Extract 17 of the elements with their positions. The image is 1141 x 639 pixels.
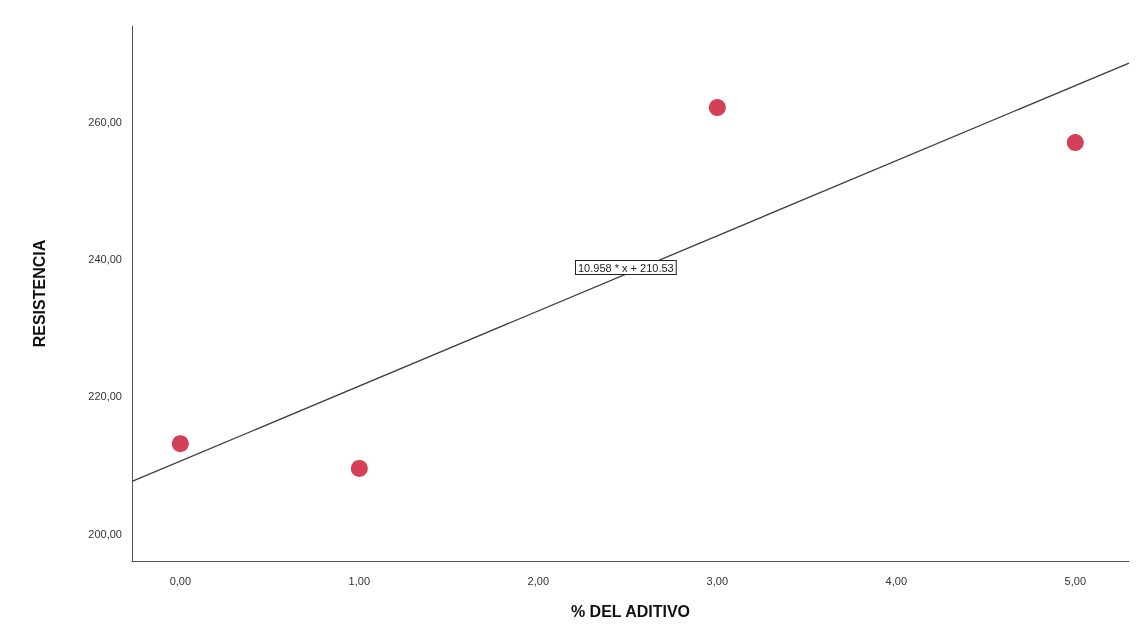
x-tick-label: 1,00 bbox=[348, 574, 371, 587]
y-tick-label: 220,00 bbox=[88, 390, 122, 403]
x-tick-label: 2,00 bbox=[527, 574, 550, 587]
point bbox=[708, 99, 726, 117]
y-tick-label: 240,00 bbox=[88, 253, 122, 266]
annotation: 10.958 * x + 210.53 bbox=[578, 261, 674, 274]
x-tick-label: 4,00 bbox=[885, 574, 908, 587]
point bbox=[171, 435, 189, 453]
point bbox=[1066, 134, 1084, 152]
x-tick-label: 5,00 bbox=[1064, 574, 1087, 587]
y-tick-label: 260,00 bbox=[88, 116, 122, 129]
x-tick-label: 0,00 bbox=[169, 574, 192, 587]
x-tick-label: 3,00 bbox=[706, 574, 729, 587]
point bbox=[350, 459, 368, 477]
y-axis-title: RESISTENCIA bbox=[30, 239, 48, 348]
x-axis-title: % DEL ADITIVO bbox=[570, 602, 691, 620]
y-tick-label: 200,00 bbox=[88, 527, 122, 540]
